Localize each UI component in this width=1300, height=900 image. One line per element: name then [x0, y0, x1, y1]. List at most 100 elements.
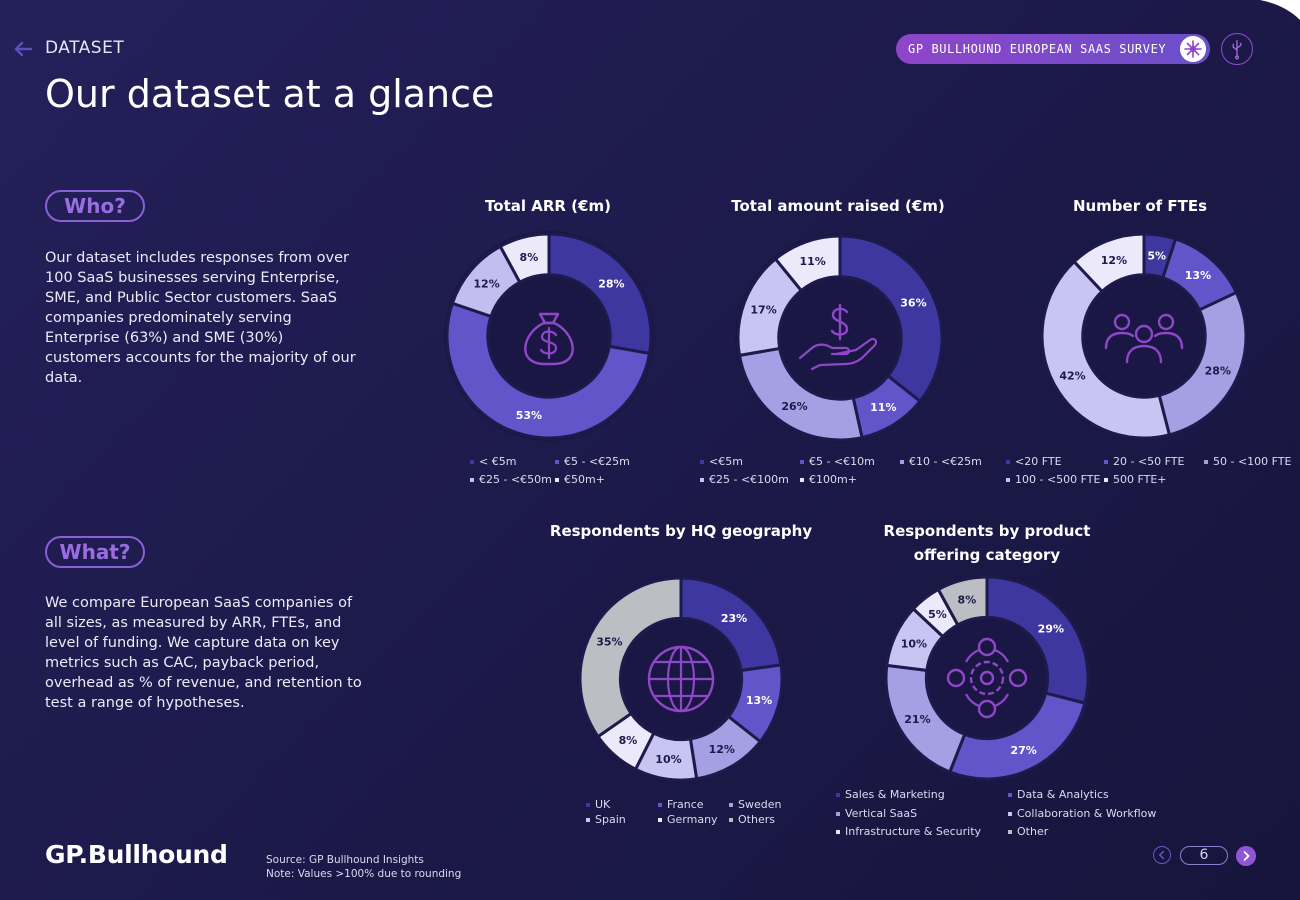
- legend-item: UK: [586, 798, 610, 811]
- legend-swatch: [1008, 811, 1012, 816]
- legend-swatch: [555, 460, 559, 464]
- donut-chart-geography: 23% 13% 12% 10% 8% 35%: [577, 575, 785, 783]
- slice-label: 42%: [1059, 369, 1085, 382]
- legend-label: Infrastructure & Security: [845, 825, 982, 838]
- legend-swatch: [800, 478, 804, 482]
- slice-label: 11%: [870, 401, 896, 414]
- slice-50m: [498, 232, 551, 285]
- legend-swatch: [700, 478, 704, 482]
- usb-icon[interactable]: [1221, 33, 1253, 65]
- slice-label: 10%: [901, 638, 927, 651]
- legend-swatch: [1104, 460, 1108, 464]
- legend-swatch: [1008, 793, 1012, 797]
- legend-label: Sales & Marketing: [845, 788, 945, 801]
- legend-item: Vertical SaaS: [836, 807, 917, 820]
- slice-label: 11%: [799, 255, 825, 268]
- slice-label: 23%: [721, 612, 747, 625]
- legend-swatch: [1008, 830, 1012, 834]
- who-description: Our dataset includes responses from over…: [45, 250, 356, 386]
- legend-item: <20 FTE: [1006, 455, 1062, 468]
- previous-page-button[interactable]: [1153, 846, 1171, 864]
- legend-raised: <€5m €5 - <€10m €10 - <€25m €25 - <€100m €10…: [700, 455, 1080, 495]
- legend-label: < €5m: [479, 455, 517, 468]
- slice-label: 28%: [1205, 365, 1231, 378]
- gp-bullhound-logo: GP.Bullhound: [45, 840, 228, 869]
- legend-label: Vertical SaaS: [845, 806, 918, 820]
- slice-label: 35%: [596, 636, 622, 649]
- legend-label: Sweden: [738, 798, 782, 811]
- slice-5m: [547, 232, 653, 356]
- chart-title-product: Respondents by product offering category: [857, 519, 1117, 567]
- legend-item: €25 - <€100m: [700, 473, 789, 486]
- legend-item: Spain: [586, 813, 626, 826]
- slice-others: [578, 576, 683, 739]
- legend-swatch: [900, 460, 904, 464]
- slice-label: 29%: [1038, 622, 1064, 635]
- slice-label: 12%: [709, 743, 735, 756]
- legend-swatch: [1104, 478, 1108, 482]
- slice-data-analytics: [947, 691, 1087, 781]
- slice-500-fte: [1072, 232, 1146, 294]
- chart-title-geography: Respondents by HQ geography: [549, 522, 813, 540]
- slice-label: 17%: [750, 303, 776, 316]
- what-label: What?: [45, 536, 145, 568]
- page-title: Our dataset at a glance: [45, 72, 495, 116]
- source-text: Source: GP Bullhound Insights: [266, 854, 424, 866]
- slice-label: 8%: [958, 594, 977, 607]
- legend-arr: < €5m €5 - <€25m €25 - <€50m €50m+: [470, 455, 735, 495]
- legend-item: <€5m: [700, 455, 743, 468]
- legend-swatch: [700, 460, 704, 464]
- legend-label: €25 - <€100m: [709, 473, 789, 486]
- source-note: Source: GP Bullhound Insights Note: Valu…: [266, 853, 461, 881]
- legend-swatch: [800, 460, 804, 464]
- slice-label: 36%: [900, 296, 926, 309]
- slice-5-25m: [445, 301, 652, 440]
- legend-item: €5 - <€10m: [800, 455, 875, 468]
- chart-title-raised: Total amount raised (€m): [731, 197, 945, 215]
- back-arrow-icon[interactable]: [12, 38, 34, 60]
- legend-item: 20 - <50 FTE: [1104, 455, 1184, 468]
- legend-item: €10 - <€25m: [900, 455, 982, 468]
- legend-swatch: [586, 818, 590, 822]
- slice-label: 53%: [516, 409, 542, 422]
- legend-label: Spain: [595, 813, 626, 826]
- legend-item: Sales & Marketing: [836, 788, 945, 801]
- chart-title-line-2: offering category: [913, 546, 1061, 564]
- slice-label: 10%: [655, 753, 681, 766]
- legend-label: €5 - <€10m: [809, 455, 875, 468]
- survey-label: GP BULLHOUND EUROPEAN SAAS SURVEY: [908, 42, 1167, 56]
- people-icon: [1104, 313, 1184, 364]
- legend-item: Data & Analytics: [1008, 788, 1109, 801]
- network-gear-icon: [946, 637, 1028, 719]
- legend-label: €50m+: [564, 473, 605, 486]
- legend-swatch: [470, 478, 474, 482]
- donut-chart-arr: 28% 53% 12% 8%: [444, 231, 654, 441]
- legend-label: <€5m: [709, 455, 743, 468]
- sparkle-badge-icon: [1180, 36, 1206, 62]
- legend-swatch: [470, 460, 474, 464]
- legend-item: 100 - <500 FTE: [1006, 473, 1100, 486]
- who-label: Who?: [45, 190, 145, 222]
- slice-5m: [838, 234, 944, 404]
- legend-label: €5 - <€25m: [564, 455, 630, 468]
- legend-item: Infrastructure & Security: [836, 825, 981, 838]
- slice-label: 13%: [746, 694, 772, 707]
- legend-swatch: [836, 793, 840, 797]
- survey-pill[interactable]: GP BULLHOUND EUROPEAN SAAS SURVEY: [896, 34, 1210, 64]
- legend-swatch: [729, 803, 733, 807]
- legend-label: UK: [595, 798, 611, 811]
- legend-swatch: [658, 818, 662, 822]
- legend-swatch: [836, 830, 840, 834]
- slice-label: 21%: [904, 713, 930, 726]
- legend-label: Others: [738, 813, 775, 826]
- legend-item: Sweden: [729, 798, 781, 811]
- legend-swatch: [1204, 460, 1208, 464]
- legend-item: France: [658, 798, 704, 811]
- corner-decoration: [1260, 0, 1300, 20]
- page-number: 6: [1180, 846, 1228, 865]
- legend-label: France: [667, 798, 704, 811]
- legend-label: 500 FTE+: [1113, 473, 1167, 486]
- next-page-button[interactable]: [1236, 846, 1256, 866]
- legend-item: €5 - <€25m: [555, 455, 630, 468]
- legend-label: Collaboration & Workflow: [1017, 806, 1157, 820]
